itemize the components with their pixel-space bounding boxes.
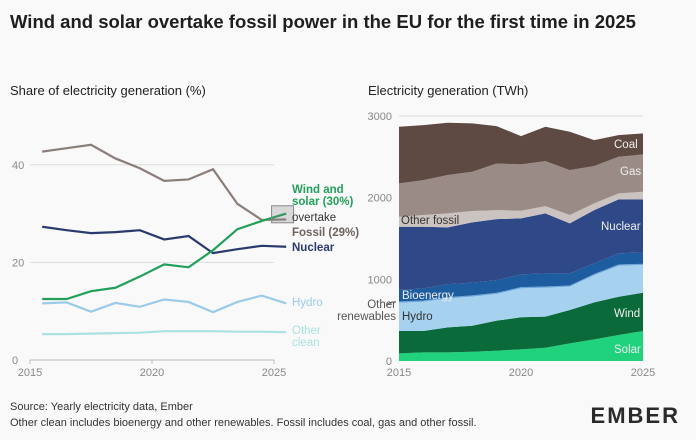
label-wind: Wind [614, 308, 641, 320]
area-gas [399, 154, 643, 217]
area-nuclear [399, 199, 643, 291]
y-tick-label: 40 [12, 160, 24, 172]
ember-logo: EMBER [590, 403, 680, 428]
area-solar [399, 331, 643, 361]
label-wind-solar: Wind and solar (30%) [292, 184, 354, 208]
label-hydro-area: Hydro [402, 311, 433, 323]
line-fossil- [42, 143, 287, 222]
y-tick-label: 3000 [368, 111, 392, 123]
line-wind-and-solar- [42, 212, 287, 301]
label-other-renewables: Other renewables [337, 299, 396, 323]
label-gas: Gas [620, 166, 642, 178]
line-other-clean [42, 330, 287, 336]
label-other-clean: Other clean [292, 325, 321, 349]
y-tick-label: 0 [386, 356, 392, 368]
other-renewables-arrow [385, 301, 397, 307]
label-nuclear: Nuclear [292, 242, 335, 254]
y-tick-label: 1000 [368, 274, 392, 286]
right-chart-title: Electricity generation (TWh) [368, 83, 529, 98]
label-other-fossil: Other fossil [401, 215, 460, 227]
x-tick-label: 2020 [509, 367, 533, 379]
label-fossil: Fossil (29%) [292, 227, 360, 239]
area-hydro [399, 265, 643, 332]
x-tick-label: 2025 [262, 367, 286, 379]
source-note: Source: Yearly electricity data, Ember [10, 401, 193, 413]
x-tick-label: 2015 [387, 367, 411, 379]
area-coal [399, 122, 643, 184]
x-tick-label: 2025 [631, 367, 655, 379]
line-nuclear [42, 225, 287, 255]
label-nuclear-area: Nuclear [601, 221, 641, 233]
label-hydro: Hydro [292, 297, 323, 309]
area-other-fossil [399, 191, 643, 228]
x-tick-label: 2015 [18, 367, 42, 379]
label-overtake: overtake [292, 212, 337, 224]
y-tick-label: 0 [12, 355, 18, 367]
overtake-marker [271, 205, 295, 224]
label-solar: Solar [614, 344, 641, 356]
area-bioenergy [399, 252, 643, 302]
x-tick-label: 2020 [140, 367, 164, 379]
y-tick-label: 2000 [368, 193, 392, 205]
footnote: Other clean includes bioenergy and other… [10, 417, 477, 429]
y-tick-label: 20 [12, 257, 24, 269]
left-chart-title: Share of electricity generation (%) [10, 83, 206, 98]
line-hydro [42, 294, 287, 314]
label-bioenergy: Bioenergy [402, 290, 454, 302]
label-coal: Coal [614, 139, 638, 151]
chart-title: Wind and solar overtake fossil power in … [10, 11, 636, 32]
area-wind [399, 292, 643, 354]
